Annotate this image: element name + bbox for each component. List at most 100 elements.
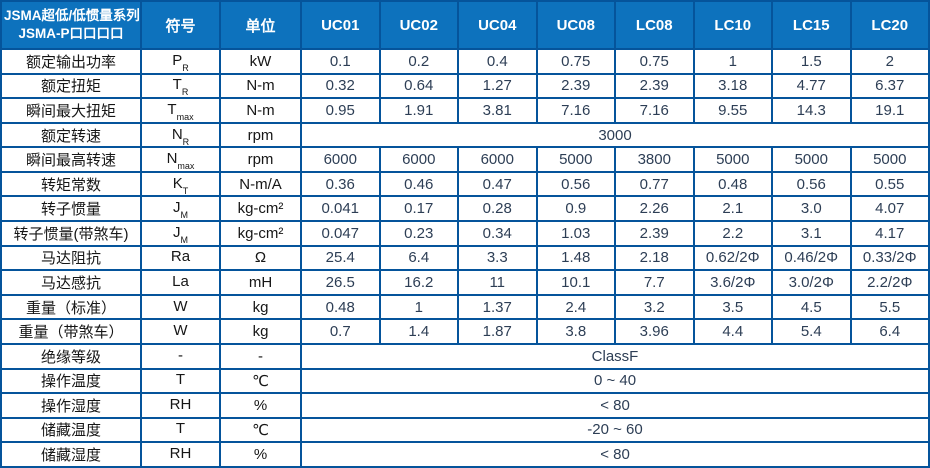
table-row: 储藏温度 T ℃ -20 ~ 60 (0, 416, 930, 444)
value-cell: 5.4 (771, 318, 852, 345)
value-cell: 0.4 (457, 48, 538, 75)
value-cell: 6.37 (849, 72, 930, 100)
row-symbol: T (140, 367, 221, 395)
symbol-base: T (175, 420, 186, 438)
row-label: 重量（带煞车） (0, 318, 142, 345)
value-cell: 0.95 (300, 97, 381, 124)
row-label: 绝缘等级 (0, 342, 142, 370)
row-symbol: KT (140, 170, 221, 198)
row-label: 转子惯量(带煞车) (0, 220, 142, 247)
table-row: 重量（标准） W kg 0.48 1 1.37 2.4 3.2 3.5 4.5 5.5 (0, 293, 930, 321)
table-row: 重量（带煞车） W kg 0.7 1.4 1.87 3.8 3.96 4.4 5.4 6.4 (0, 318, 930, 345)
value-cell: 0.75 (535, 48, 616, 75)
merged-value-cell: 0 ~ 40 (300, 367, 930, 395)
value-cell: 16.2 (378, 269, 459, 296)
value-cell: 2.39 (614, 72, 695, 100)
row-symbol: Ra (140, 244, 221, 272)
value-cell: 0.17 (378, 195, 459, 223)
row-label: 重量（标准） (0, 293, 142, 321)
row-unit: kW (219, 48, 302, 75)
value-cell: 4.5 (771, 293, 852, 321)
value-cell: 2.39 (535, 72, 616, 100)
column-header-uc04: UC04 (457, 0, 538, 50)
value-cell: 2 (849, 48, 930, 75)
symbol-subscript: M (180, 234, 189, 245)
value-cell: 26.5 (300, 269, 381, 296)
row-unit: ℃ (219, 367, 302, 395)
table-row: 额定转速 NR rpm 3000 (0, 121, 930, 149)
row-symbol: TR (140, 72, 221, 100)
row-label: 操作湿度 (0, 392, 142, 419)
value-cell: 5000 (535, 146, 616, 173)
table-row: 转子惯量 JM kg-cm² 0.041 0.17 0.28 0.9 2.26 2.1 3.… (0, 195, 930, 223)
value-cell: 6.4 (378, 244, 459, 272)
value-cell: 2.1 (692, 195, 773, 223)
symbol-base: J (173, 223, 181, 241)
value-cell: 1 (378, 293, 459, 321)
value-cell: 4.77 (771, 72, 852, 100)
table-row: 额定输出功率 PR kW 0.1 0.2 0.4 0.75 0.75 1 1.5 2 (0, 48, 930, 75)
value-cell: 3.3 (457, 244, 538, 272)
row-symbol: Tmax (140, 97, 221, 124)
row-symbol: NR (140, 121, 221, 149)
value-cell: 0.48 (300, 293, 381, 321)
value-cell: 1.5 (771, 48, 852, 75)
symbol-base: W (173, 322, 188, 340)
value-cell: 25.4 (300, 244, 381, 272)
value-cell: 19.1 (849, 97, 930, 124)
column-header-uc02: UC02 (378, 0, 459, 50)
value-cell: 0.23 (378, 220, 459, 247)
symbol-base: T (172, 76, 182, 94)
value-cell: 2.39 (614, 220, 695, 247)
value-cell: 2.26 (614, 195, 695, 223)
value-cell: 1.91 (378, 97, 459, 124)
value-cell: 3.1 (771, 220, 852, 247)
row-unit: kg-cm² (219, 220, 302, 247)
value-cell: 0.47 (457, 170, 538, 198)
value-cell: 4.07 (849, 195, 930, 223)
value-cell: 3.2 (614, 293, 695, 321)
row-unit: mH (219, 269, 302, 296)
symbol-base: - (178, 346, 183, 364)
symbol-base: Ra (170, 248, 191, 266)
value-cell: 2.2/2Φ (849, 269, 930, 296)
merged-value-cell: 3000 (300, 121, 930, 149)
header-row: JSMA超低/低惯量系列 JSMA-P口口口口 符号 单位 UC01 UC02 … (0, 0, 930, 50)
merged-value-cell: < 80 (300, 441, 930, 468)
value-cell: 9.55 (692, 97, 773, 124)
symbol-base: W (173, 297, 188, 315)
value-cell: 7.16 (614, 97, 695, 124)
value-cell: 14.3 (771, 97, 852, 124)
value-cell: 6000 (457, 146, 538, 173)
row-label: 马达阻抗 (0, 244, 142, 272)
table-header: JSMA超低/低惯量系列 JSMA-P口口口口 符号 单位 UC01 UC02 … (0, 0, 930, 50)
row-label: 额定转速 (0, 121, 142, 149)
value-cell: 1.48 (535, 244, 616, 272)
value-cell: 3.6/2Φ (692, 269, 773, 296)
value-cell: 0.56 (535, 170, 616, 198)
value-cell: 0.34 (457, 220, 538, 247)
value-cell: 6000 (378, 146, 459, 173)
table-row: 转子惯量(带煞车) JM kg-cm² 0.047 0.23 0.34 1.03 2.3… (0, 220, 930, 247)
row-unit: rpm (219, 121, 302, 149)
value-cell: 3800 (614, 146, 695, 173)
column-header-lc15: LC15 (771, 0, 852, 50)
value-cell: 1.87 (457, 318, 538, 345)
table-row: 马达阻抗 Ra Ω 25.4 6.4 3.3 1.48 2.18 0.62/2Φ 0.46/… (0, 244, 930, 272)
series-title-cell: JSMA超低/低惯量系列 JSMA-P口口口口 (0, 0, 142, 50)
value-cell: 0.2 (378, 48, 459, 75)
value-cell: 0.32 (300, 72, 381, 100)
symbol-base: RH (169, 445, 192, 463)
value-cell: 0.75 (614, 48, 695, 75)
value-cell: 11 (457, 269, 538, 296)
value-cell: 3.81 (457, 97, 538, 124)
row-label: 储藏湿度 (0, 441, 142, 468)
symbol-base: P (172, 51, 183, 69)
table-row: 瞬间最大扭矩 Tmax N-m 0.95 1.91 3.81 7.16 7.16 9.55… (0, 97, 930, 124)
row-unit: kg-cm² (219, 195, 302, 223)
symbol-base: T (175, 371, 186, 389)
table-row: 操作湿度 RH % < 80 (0, 392, 930, 419)
row-unit: N-m/A (219, 170, 302, 198)
value-cell: 5.5 (849, 293, 930, 321)
